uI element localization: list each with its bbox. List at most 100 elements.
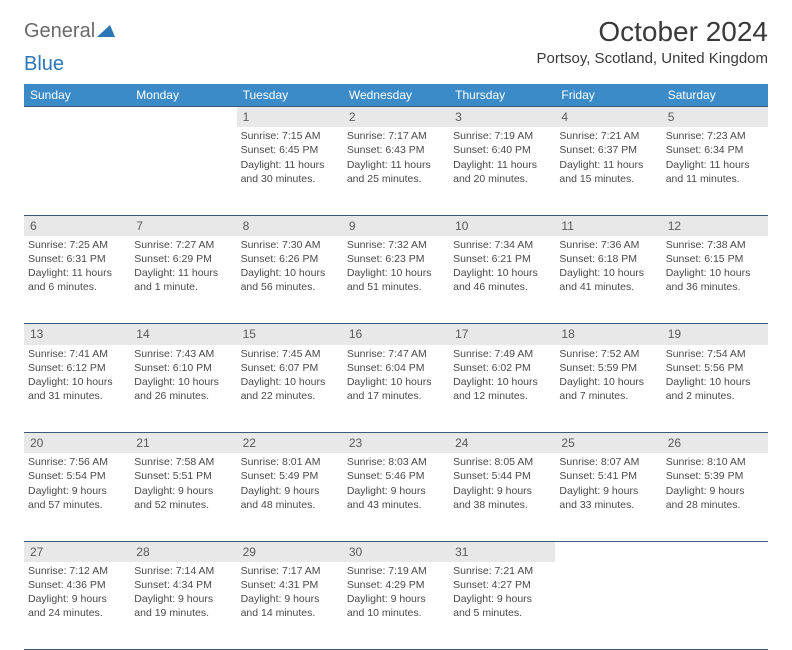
sunrise-line: Sunrise: 7:34 AM: [453, 238, 551, 252]
day-number-cell: 27: [24, 541, 130, 562]
sunrise-line: Sunrise: 7:58 AM: [134, 455, 232, 469]
day-cell: Sunrise: 7:52 AMSunset: 5:59 PMDaylight:…: [555, 345, 661, 433]
day-number-cell: 3: [449, 107, 555, 128]
day-cell: Sunrise: 7:17 AMSunset: 4:31 PMDaylight:…: [237, 562, 343, 650]
week-row: Sunrise: 7:41 AMSunset: 6:12 PM Daylight:…: [24, 345, 768, 433]
sunset-line: Sunset: 6:26 PM: [241, 252, 339, 266]
day-number-cell: 18: [555, 324, 661, 345]
day-number-cell: 16: [343, 324, 449, 345]
daylight-line: Daylight: 9 hours and 48 minutes.: [241, 484, 339, 512]
day-number-cell: 15: [237, 324, 343, 345]
day-number-cell: 22: [237, 433, 343, 454]
sunrise-line: Sunrise: 8:10 AM: [666, 455, 764, 469]
day-cell: Sunrise: 7:21 AMSunset: 6:37 PMDaylight:…: [555, 127, 661, 215]
sunset-line: Sunset: 6:23 PM: [347, 252, 445, 266]
sunset-line: Sunset: 5:39 PM: [666, 469, 764, 483]
sunset-line: Sunset: 6:37 PM: [559, 143, 657, 157]
sunrise-line: Sunrise: 7:27 AM: [134, 238, 232, 252]
week-row: Sunrise: 7:15 AMSunset: 6:45 PMDaylight:…: [24, 127, 768, 215]
day-cell: Sunrise: 7:45 AMSunset: 6:07 PMDaylight:…: [237, 345, 343, 433]
daylight-line: Daylight: 10 hours and 46 minutes.: [453, 266, 551, 294]
day-number-cell: 12: [662, 215, 768, 236]
day-cell: [24, 127, 130, 215]
day-cell: [662, 562, 768, 650]
calendar-table: Sunday Monday Tuesday Wednesday Thursday…: [24, 84, 768, 650]
daylight-line: Daylight: 10 hours and 2 minutes.: [666, 375, 764, 403]
day-number-cell: 8: [237, 215, 343, 236]
sunrise-line: Sunrise: 7:21 AM: [453, 564, 551, 578]
daylight-line: Daylight: 9 hours and 38 minutes.: [453, 484, 551, 512]
sunrise-line: Sunrise: 7:56 AM: [28, 455, 126, 469]
day-cell: Sunrise: 7:38 AMSunset: 6:15 PMDaylight:…: [662, 236, 768, 324]
daylight-line: Daylight: 11 hours and 1 minute.: [134, 266, 232, 294]
sunset-line: Sunset: 6:10 PM: [134, 361, 232, 375]
day-number-cell: 30: [343, 541, 449, 562]
day-number-cell: 24: [449, 433, 555, 454]
day-number-cell: 31: [449, 541, 555, 562]
day-number-cell: 17: [449, 324, 555, 345]
daylight-line: Daylight: 9 hours and 28 minutes.: [666, 484, 764, 512]
day-number-cell: 28: [130, 541, 236, 562]
sunset-line: Sunset: 5:54 PM: [28, 469, 126, 483]
daylight-line: Daylight: 11 hours and 15 minutes.: [559, 158, 657, 186]
day-cell: Sunrise: 8:07 AMSunset: 5:41 PMDaylight:…: [555, 453, 661, 541]
day-cell: Sunrise: 7:19 AMSunset: 6:40 PMDaylight:…: [449, 127, 555, 215]
sunrise-line: Sunrise: 7:41 AM: [28, 347, 126, 361]
sunset-line: Sunset: 6:21 PM: [453, 252, 551, 266]
day-cell: Sunrise: 7:58 AMSunset: 5:51 PMDaylight:…: [130, 453, 236, 541]
day-number-cell: 9: [343, 215, 449, 236]
sunset-line: Sunset: 6:43 PM: [347, 143, 445, 157]
sunset-line: Sunset: 5:56 PM: [666, 361, 764, 375]
day-cell: Sunrise: 8:10 AMSunset: 5:39 PMDaylight:…: [662, 453, 768, 541]
sunset-line: Sunset: 6:15 PM: [666, 252, 764, 266]
day-number-cell: 2: [343, 107, 449, 128]
sunrise-line: Sunrise: 7:30 AM: [241, 238, 339, 252]
week-row: Sunrise: 7:25 AMSunset: 6:31 PMDaylight:…: [24, 236, 768, 324]
day-number-cell: 26: [662, 433, 768, 454]
sunrise-line: Sunrise: 7:54 AM: [666, 347, 764, 361]
day-header-row: Sunday Monday Tuesday Wednesday Thursday…: [24, 84, 768, 107]
sunset-line: Sunset: 4:36 PM: [28, 578, 126, 592]
day-number-cell: 19: [662, 324, 768, 345]
day-header: Monday: [130, 84, 236, 107]
day-number-cell: 13: [24, 324, 130, 345]
daylight-line: Daylight: 10 hours and 22 minutes.: [241, 375, 339, 403]
daylight-line: Daylight: 11 hours and 30 minutes.: [241, 158, 339, 186]
daynum-row: 12345: [24, 107, 768, 128]
daylight-line: Daylight: 11 hours and 25 minutes.: [347, 158, 445, 186]
sunset-line: Sunset: 6:12 PM: [28, 361, 126, 375]
daylight-line: Daylight: 11 hours and 6 minutes.: [28, 266, 126, 294]
sunrise-line: Sunrise: 7:17 AM: [241, 564, 339, 578]
daylight-line: Daylight: 9 hours and 43 minutes.: [347, 484, 445, 512]
day-cell: Sunrise: 7:47 AMSunset: 6:04 PMDaylight:…: [343, 345, 449, 433]
sunset-line: Sunset: 6:18 PM: [559, 252, 657, 266]
day-cell: [555, 562, 661, 650]
day-header: Wednesday: [343, 84, 449, 107]
day-number-cell: [662, 541, 768, 562]
sunset-line: Sunset: 6:04 PM: [347, 361, 445, 375]
sunset-line: Sunset: 5:49 PM: [241, 469, 339, 483]
sunrise-line: Sunrise: 7:14 AM: [134, 564, 232, 578]
sunset-line: Sunset: 4:31 PM: [241, 578, 339, 592]
sunrise-line: Sunrise: 7:38 AM: [666, 238, 764, 252]
day-cell: Sunrise: 7:32 AMSunset: 6:23 PMDaylight:…: [343, 236, 449, 324]
sunrise-line: Sunrise: 7:19 AM: [347, 564, 445, 578]
sunrise-line: Sunrise: 7:17 AM: [347, 129, 445, 143]
day-header: Tuesday: [237, 84, 343, 107]
day-number-cell: 23: [343, 433, 449, 454]
sunset-line: Sunset: 5:59 PM: [559, 361, 657, 375]
sunset-line: Sunset: 5:51 PM: [134, 469, 232, 483]
day-cell: Sunrise: 7:23 AMSunset: 6:34 PMDaylight:…: [662, 127, 768, 215]
daylight-line: Daylight: 9 hours and 10 minutes.: [347, 592, 445, 620]
sunrise-line: Sunrise: 7:15 AM: [241, 129, 339, 143]
day-number-cell: [555, 541, 661, 562]
sunrise-line: Sunrise: 7:12 AM: [28, 564, 126, 578]
daylight-line: Daylight: 9 hours and 14 minutes.: [241, 592, 339, 620]
daylight-line: Daylight: 10 hours and 7 minutes.: [559, 375, 657, 403]
month-title: October 2024: [536, 16, 768, 48]
sunrise-line: Sunrise: 7:25 AM: [28, 238, 126, 252]
daynum-row: 20212223242526: [24, 433, 768, 454]
sunrise-line: Sunrise: 8:05 AM: [453, 455, 551, 469]
day-cell: Sunrise: 7:12 AMSunset: 4:36 PMDaylight:…: [24, 562, 130, 650]
day-number-cell: [130, 107, 236, 128]
